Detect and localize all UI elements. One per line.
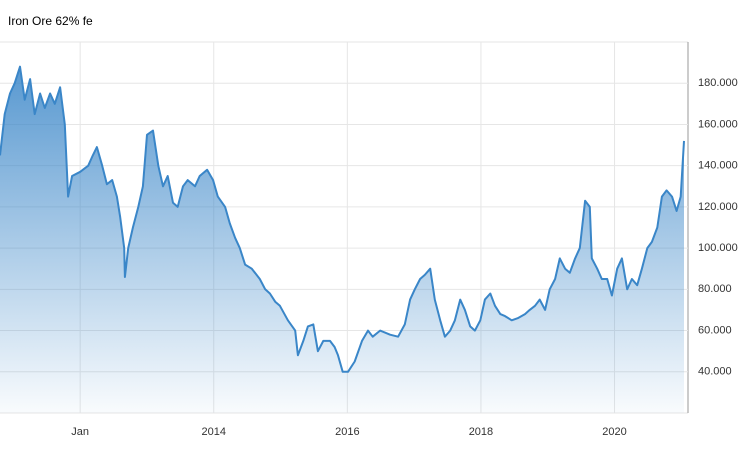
y-tick-label: 100.000 — [698, 242, 738, 254]
chart-title: Iron Ore 62% fe — [8, 14, 93, 28]
x-tick-label: Jan — [71, 426, 89, 438]
x-tick-label: 2016 — [335, 426, 359, 438]
y-tick-label: 180.000 — [698, 77, 738, 89]
y-tick-label: 140.000 — [698, 160, 738, 172]
y-tick-label: 120.000 — [698, 201, 738, 213]
x-tick-label: 2018 — [469, 426, 493, 438]
line — [0, 65, 685, 373]
y-tick-label: 40.000 — [698, 366, 732, 378]
area-fill — [0, 66, 684, 413]
x-tick-label: 2014 — [202, 426, 226, 438]
x-tick-label: 2020 — [602, 426, 626, 438]
y-tick-label: 160.000 — [698, 118, 738, 130]
y-tick-label: 80.000 — [698, 283, 732, 295]
y-tick-label: 60.000 — [698, 324, 732, 336]
